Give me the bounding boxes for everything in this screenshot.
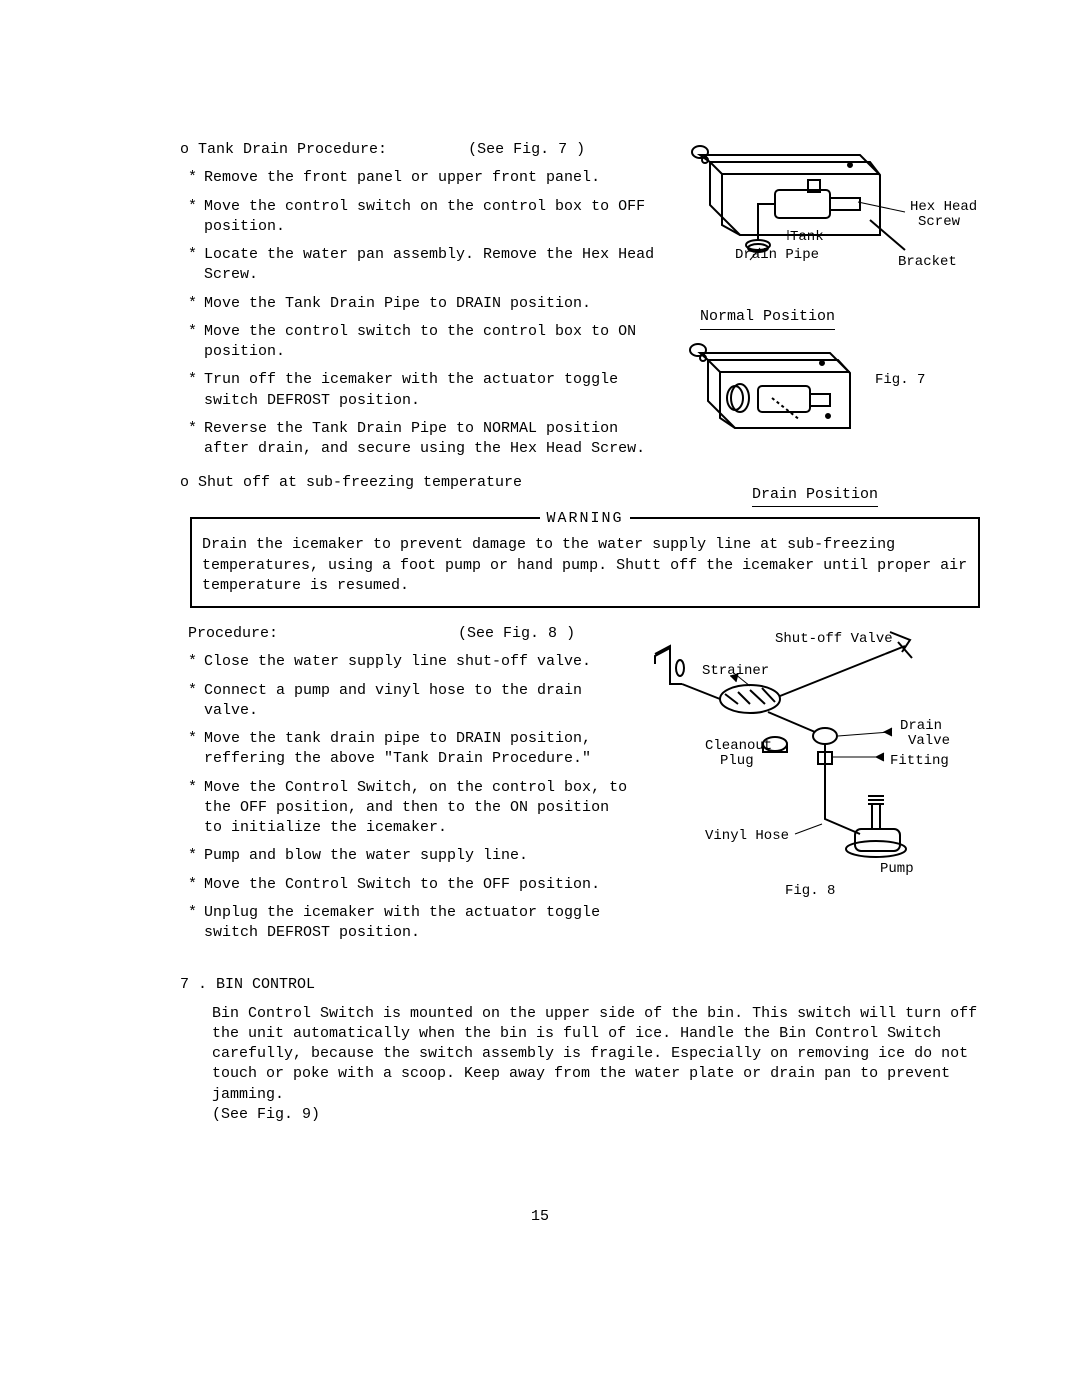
- fig8-label-cleanout: Cleanout: [705, 738, 772, 754]
- list-item: Move the control switch on the control b…: [204, 197, 662, 238]
- page-number: 15: [0, 1207, 1080, 1227]
- shutoff-line: o Shut off at sub-freezing temperature: [180, 473, 662, 493]
- bin-control-title: 7 . BIN CONTROL: [180, 975, 990, 995]
- fig7-label: Fig. 7: [875, 372, 925, 388]
- list-item: Connect a pump and vinyl hose to the dra…: [204, 681, 632, 722]
- list-item: Locate the water pan assembly. Remove th…: [204, 245, 662, 286]
- procedure2-title-left: Procedure:: [188, 625, 278, 642]
- figure-7-drain: Fig. 7: [680, 338, 990, 478]
- list-item: Move the Control Switch, on the control …: [204, 778, 632, 839]
- list-item: Trun off the icemaker with the actuator …: [204, 370, 662, 411]
- list-item: Remove the front panel or upper front pa…: [204, 168, 662, 188]
- tank-drain-column: o Tank Drain Procedure: (See Fig. 7 ) Re…: [180, 140, 662, 507]
- fig8-label-strainer: Strainer: [702, 663, 769, 679]
- fig7-label-screw: Screw: [918, 214, 961, 230]
- tank-drain-title-right: (See Fig. 7 ): [468, 141, 585, 158]
- list-item: Pump and blow the water supply line.: [204, 846, 632, 866]
- tank-drain-title: o Tank Drain Procedure: (See Fig. 7 ): [180, 140, 662, 160]
- fig8-label-plug: Plug: [720, 753, 754, 769]
- figure-7-column: Hex Head Screw Tank Drain Pipe Bracket N…: [680, 140, 990, 507]
- fig7-label-bracket: Bracket: [898, 254, 957, 270]
- procedure2-column: Procedure: (See Fig. 8 ) Close the water…: [180, 624, 632, 951]
- fig8-label-shutoff: Shut-off Valve: [775, 631, 893, 647]
- fig8-label: Fig. 8: [785, 883, 835, 899]
- fig7-label-drain-pipe: Drain Pipe: [735, 247, 819, 263]
- list-item: Reverse the Tank Drain Pipe to NORMAL po…: [204, 419, 662, 460]
- warning-title: WARNING: [540, 509, 629, 529]
- procedure2-title: Procedure: (See Fig. 8 ): [180, 624, 632, 644]
- bin-control-section: 7 . BIN CONTROL Bin Control Switch is mo…: [180, 975, 990, 1125]
- fig8-label-pump: Pump: [880, 861, 914, 877]
- list-item: Unplug the icemaker with the actuator to…: [204, 903, 632, 944]
- fig7-label-hex-head: Hex Head: [910, 199, 977, 215]
- warning-box: WARNING Drain the icemaker to prevent da…: [190, 517, 980, 608]
- fig7-label-tank: Tank: [790, 229, 824, 245]
- list-item: Move the Control Switch to the OFF posit…: [204, 875, 632, 895]
- bin-control-text: Bin Control Switch is mounted on the upp…: [212, 1004, 990, 1126]
- figure-7-normal: Hex Head Screw Tank Drain Pipe Bracket: [680, 140, 990, 300]
- fig8-label-fitting: Fitting: [890, 753, 949, 769]
- warning-text: Drain the icemaker to prevent damage to …: [202, 535, 968, 596]
- figure-8: Shut-off Valve Strainer Drain Valve Fitt…: [650, 624, 990, 924]
- procedure2-steps: Close the water supply line shut-off val…: [180, 652, 632, 943]
- fig7-normal-caption: Normal Position: [700, 307, 835, 329]
- fig8-label-valve: Valve: [908, 733, 950, 749]
- fig8-label-drain: Drain: [900, 718, 942, 734]
- list-item: Move the Tank Drain Pipe to DRAIN positi…: [204, 294, 662, 314]
- figure-8-column: Shut-off Valve Strainer Drain Valve Fitt…: [650, 624, 990, 951]
- list-item: Move the tank drain pipe to DRAIN positi…: [204, 729, 632, 770]
- fig7-drain-caption: Drain Position: [752, 485, 878, 507]
- fig8-label-vinyl-hose: Vinyl Hose: [705, 828, 789, 844]
- tank-drain-steps: Remove the front panel or upper front pa…: [180, 168, 662, 459]
- list-item: Close the water supply line shut-off val…: [204, 652, 632, 672]
- list-item: Move the control switch to the control b…: [204, 322, 662, 363]
- tank-drain-title-left: o Tank Drain Procedure:: [180, 141, 387, 158]
- procedure2-title-right: (See Fig. 8 ): [458, 625, 575, 642]
